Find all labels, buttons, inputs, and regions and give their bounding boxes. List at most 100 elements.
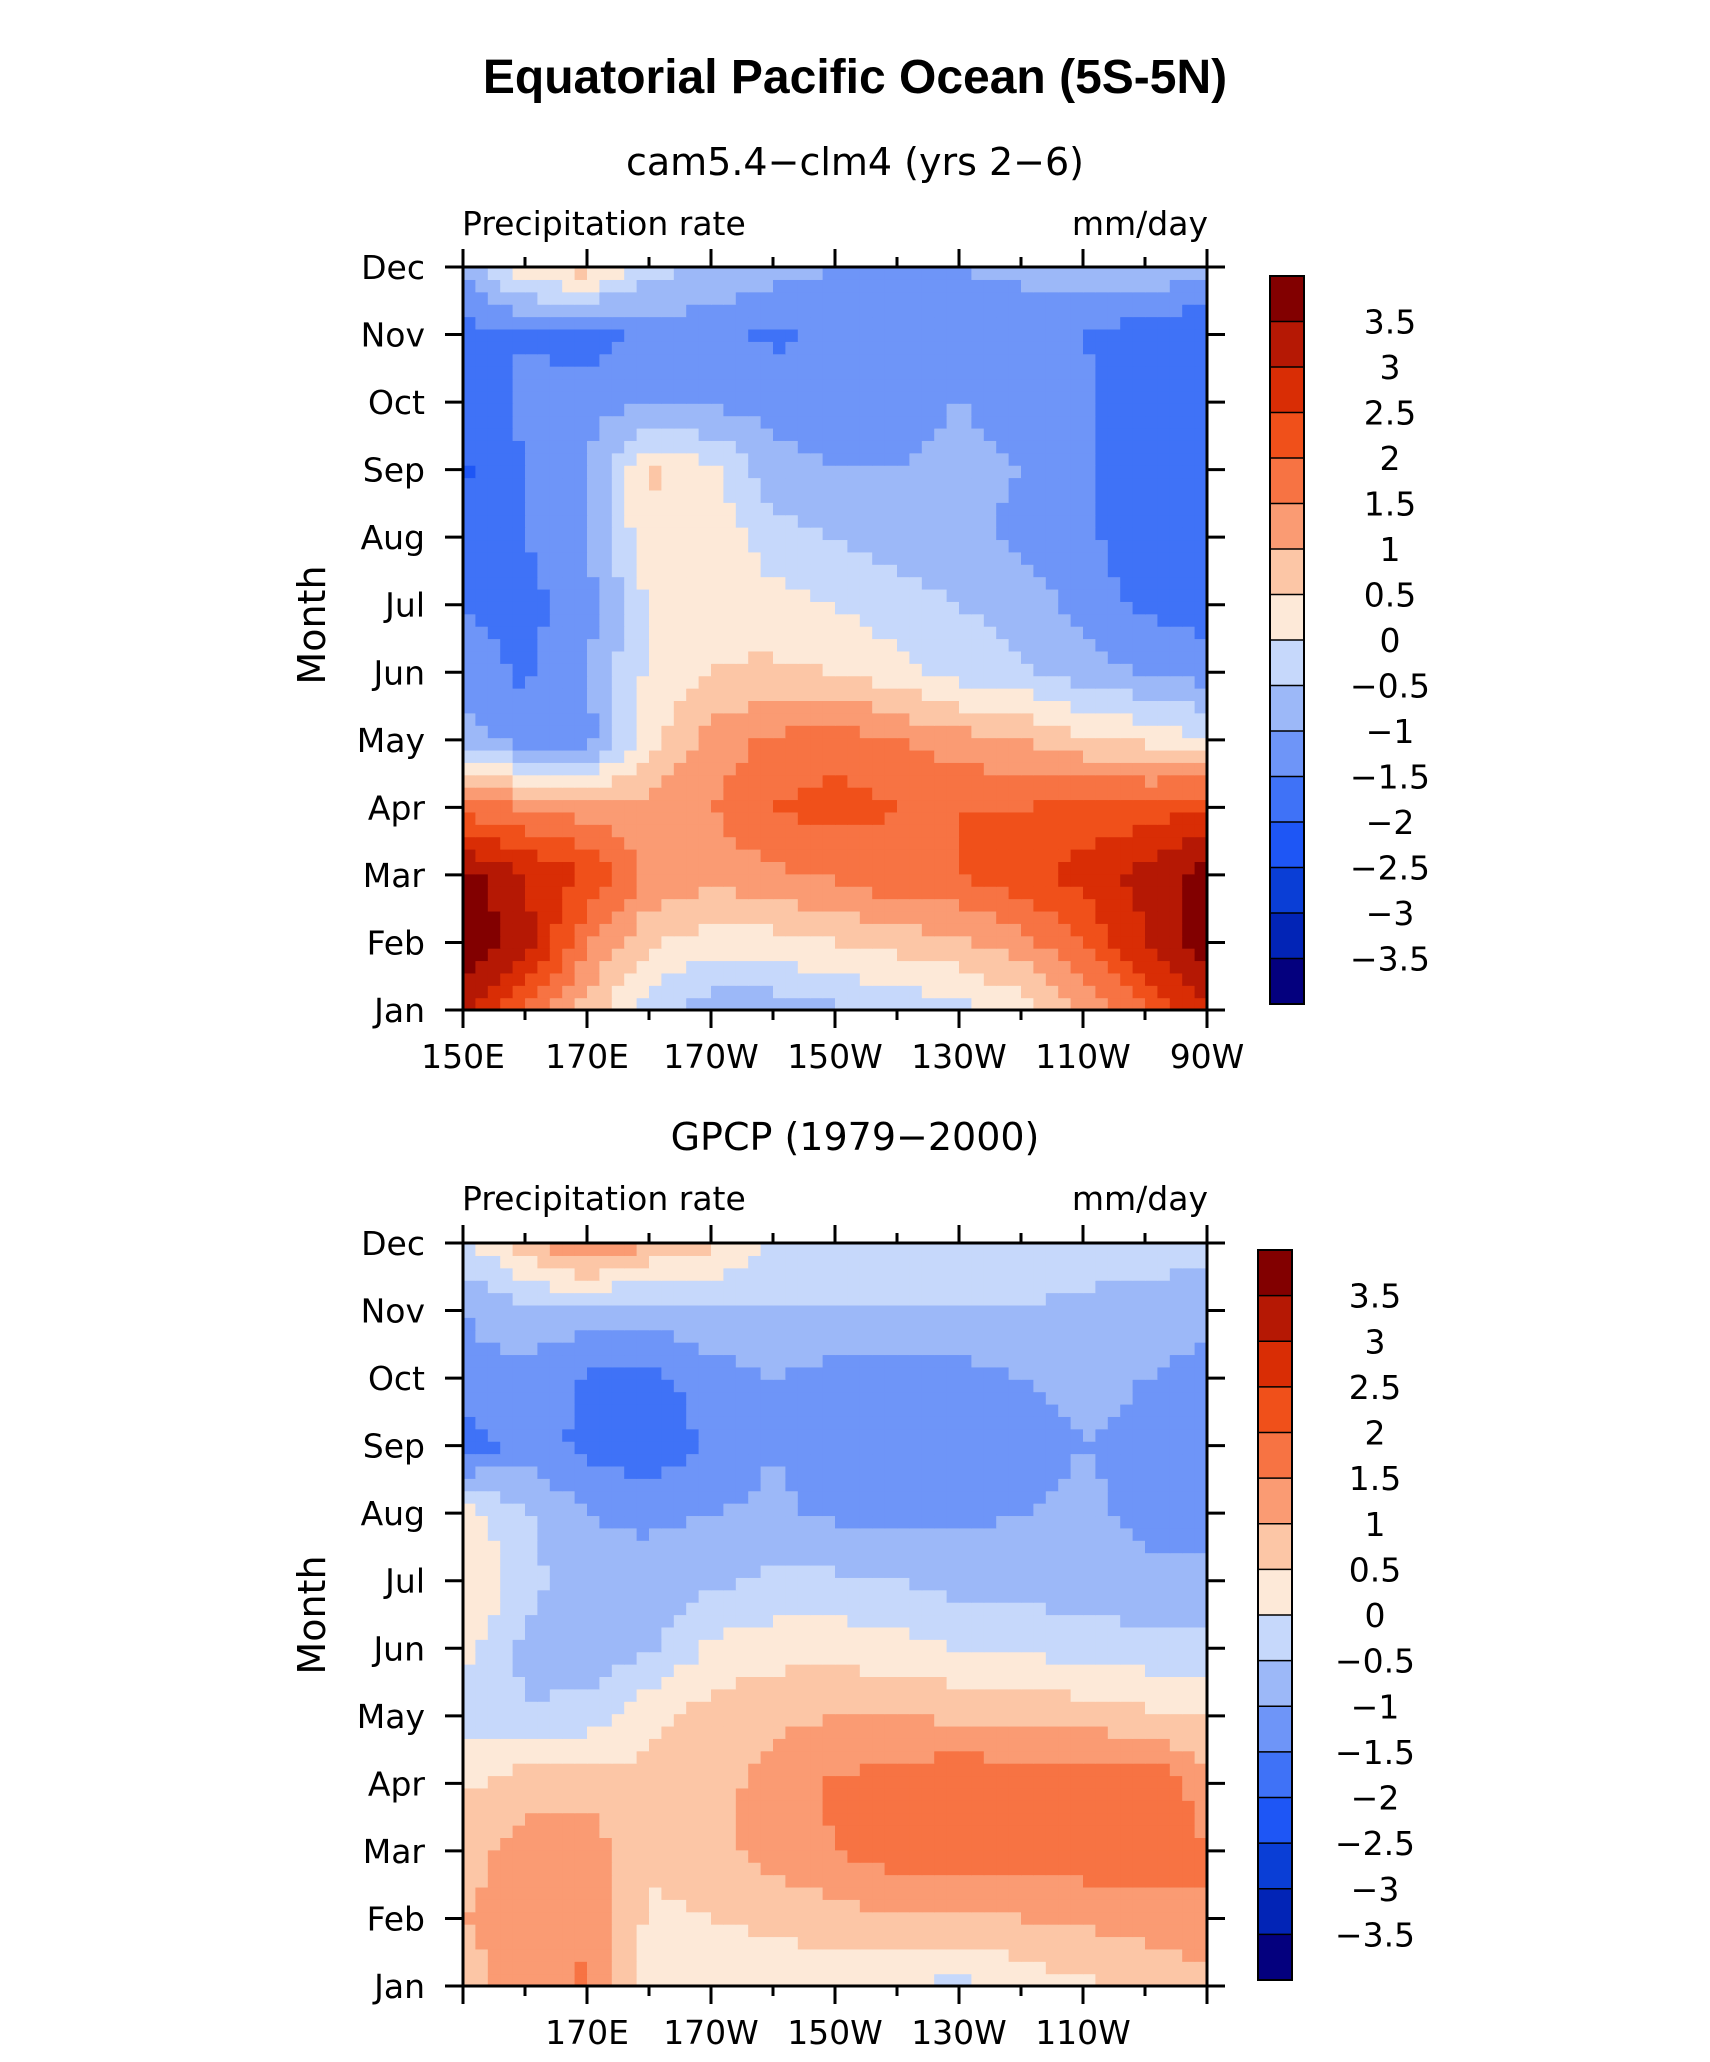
heatmap-cell bbox=[748, 1886, 762, 1900]
heatmap-cell bbox=[661, 514, 675, 528]
heatmap-cell bbox=[909, 787, 923, 801]
heatmap-cell bbox=[673, 985, 687, 999]
heatmap-cell bbox=[1021, 960, 1034, 974]
heatmap-cell bbox=[487, 886, 501, 900]
heatmap-cell bbox=[1083, 997, 1096, 1011]
heatmap-cell bbox=[859, 650, 873, 664]
heatmap-cell bbox=[549, 267, 563, 280]
heatmap-cell bbox=[760, 688, 774, 702]
heatmap-cell bbox=[1132, 613, 1146, 627]
heatmap-cell bbox=[525, 588, 538, 602]
heatmap-cell bbox=[624, 1886, 638, 1900]
heatmap-cell bbox=[723, 836, 737, 850]
heatmap-cell bbox=[1145, 1738, 1158, 1752]
heatmap-cell bbox=[1157, 910, 1171, 924]
heatmap-cell bbox=[1083, 1961, 1096, 1975]
heatmap-cell bbox=[909, 465, 923, 479]
heatmap-cell bbox=[735, 749, 749, 763]
heatmap-cell bbox=[1033, 1924, 1047, 1938]
heatmap-cell bbox=[959, 960, 972, 974]
heatmap-cell bbox=[723, 712, 737, 726]
heatmap-cell bbox=[587, 267, 600, 280]
heatmap-cell bbox=[624, 972, 638, 986]
heatmap-cell bbox=[1120, 688, 1134, 702]
heatmap-cell bbox=[835, 576, 848, 590]
heatmap-cell bbox=[735, 564, 749, 578]
heatmap-cell bbox=[537, 427, 551, 441]
heatmap-cell bbox=[611, 1862, 625, 1876]
heatmap-cell bbox=[872, 1936, 886, 1950]
heatmap-cell bbox=[599, 477, 613, 491]
heatmap-cell bbox=[723, 1911, 737, 1925]
heatmap-cell bbox=[1107, 502, 1121, 516]
heatmap-cell bbox=[946, 675, 960, 689]
heatmap-cell bbox=[773, 960, 786, 974]
heatmap-cell bbox=[587, 873, 600, 887]
heatmap-cell bbox=[1070, 836, 1084, 850]
heatmap-cell bbox=[549, 304, 563, 318]
heatmap-cell bbox=[636, 861, 650, 875]
heatmap-cell bbox=[822, 1862, 836, 1876]
heatmap-cell bbox=[847, 1849, 861, 1863]
heatmap-cell bbox=[847, 985, 861, 999]
heatmap-cell bbox=[463, 576, 476, 590]
heatmap-cell bbox=[1157, 1973, 1171, 1987]
heatmap-cell bbox=[537, 824, 551, 838]
heatmap-cell bbox=[835, 712, 848, 726]
heatmap-cell bbox=[983, 1862, 997, 1876]
heatmap-cell bbox=[562, 688, 576, 702]
heatmap-cell bbox=[673, 465, 687, 479]
heatmap-cell bbox=[884, 304, 898, 318]
heatmap-cell bbox=[934, 1862, 948, 1876]
heatmap-cell bbox=[909, 811, 923, 825]
heatmap-cell bbox=[487, 341, 501, 355]
heatmap-cell bbox=[835, 688, 848, 702]
heatmap-cell bbox=[971, 749, 985, 763]
heatmap-cell bbox=[773, 588, 786, 602]
heatmap-cell bbox=[512, 576, 526, 590]
heatmap-cell bbox=[1033, 588, 1047, 602]
heatmap-cell bbox=[785, 910, 799, 924]
heatmap-cell bbox=[537, 849, 551, 862]
heatmap-cell bbox=[624, 415, 638, 429]
heatmap-cell bbox=[872, 849, 886, 862]
heatmap-cell bbox=[463, 267, 476, 280]
heatmap-cell bbox=[1008, 378, 1022, 392]
heatmap-cell bbox=[661, 663, 675, 677]
heatmap-cell bbox=[574, 1849, 588, 1863]
heatmap-cell bbox=[1169, 1763, 1183, 1777]
heatmap-cell bbox=[1045, 1948, 1059, 1962]
heatmap-cell bbox=[1021, 1886, 1034, 1900]
heatmap-cell bbox=[1194, 972, 1208, 986]
heatmap-cell bbox=[1145, 787, 1158, 801]
heatmap-cell bbox=[574, 477, 588, 491]
heatmap-cell bbox=[624, 539, 638, 553]
heatmap-cell bbox=[487, 1787, 501, 1801]
heatmap-cell bbox=[1021, 1825, 1034, 1838]
heatmap-cell bbox=[549, 551, 563, 565]
heatmap-cell bbox=[1058, 1738, 1072, 1752]
heatmap-cell bbox=[1083, 960, 1096, 974]
heatmap-cell bbox=[1157, 564, 1171, 578]
heatmap-cell bbox=[1169, 601, 1183, 615]
heatmap-cell bbox=[810, 700, 824, 714]
heatmap-cell bbox=[673, 1825, 687, 1838]
heatmap-cell bbox=[1169, 1837, 1183, 1851]
heatmap-cell bbox=[735, 787, 749, 801]
heatmap-cell bbox=[587, 502, 600, 516]
heatmap-cell bbox=[1008, 1849, 1022, 1863]
heatmap-cell bbox=[723, 1961, 737, 1975]
heatmap-cell bbox=[723, 811, 737, 825]
heatmap-cell bbox=[797, 836, 811, 850]
heatmap-cell bbox=[983, 341, 997, 355]
heatmap-cell bbox=[1132, 378, 1146, 392]
heatmap-cell bbox=[909, 799, 923, 813]
heatmap-cell bbox=[636, 1763, 650, 1777]
heatmap-cell bbox=[599, 502, 613, 516]
heatmap-cell bbox=[1070, 427, 1084, 441]
heatmap-cell bbox=[859, 316, 873, 330]
heatmap-cell bbox=[760, 564, 774, 578]
heatmap-cell bbox=[1120, 1973, 1134, 1987]
heatmap-cell bbox=[1120, 774, 1134, 788]
heatmap-cell bbox=[996, 1899, 1010, 1913]
